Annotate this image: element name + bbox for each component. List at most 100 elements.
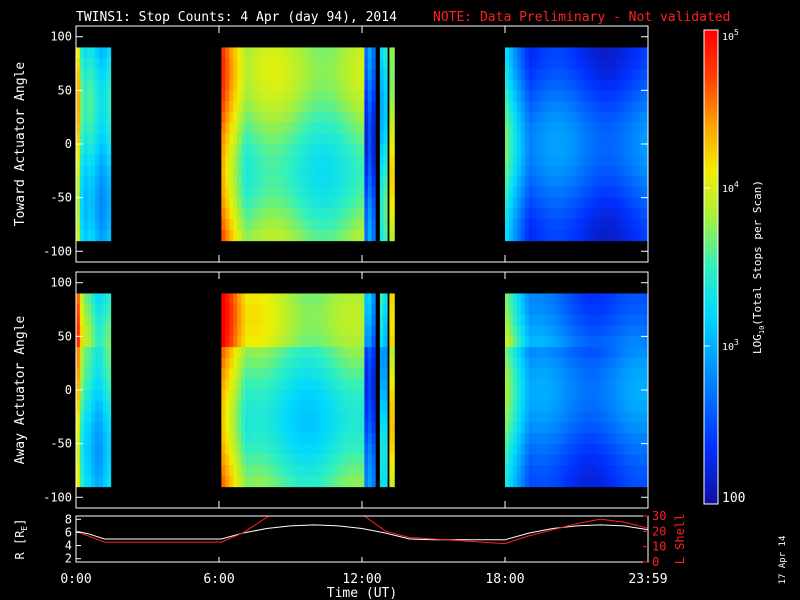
heatmap-cell	[580, 144, 586, 156]
heatmap-cell	[253, 79, 258, 91]
heatmap-cell	[352, 111, 358, 124]
heatmap-cell	[245, 79, 250, 91]
heatmap-cell	[300, 176, 306, 188]
heatmap-cell	[257, 90, 262, 102]
heatmap-cell	[572, 133, 578, 145]
heatmap-cell	[572, 144, 578, 156]
heatmap-cell	[249, 219, 254, 231]
heatmap-cell	[367, 197, 373, 209]
heatmap-cell	[102, 219, 108, 231]
heatmap-cell	[265, 475, 270, 488]
heatmap-cell	[320, 293, 326, 305]
heatmap-cell	[237, 368, 242, 380]
heatmap-cell	[560, 357, 566, 370]
heatmap-cell	[296, 368, 302, 380]
heatmap-cell	[612, 154, 617, 167]
heatmap-cell	[644, 229, 648, 242]
heatmap-cell	[532, 400, 538, 413]
heatmap-cell	[237, 101, 242, 113]
heatmap-cell	[596, 111, 601, 124]
heatmap-cell	[348, 197, 354, 209]
heatmap-cell	[102, 411, 108, 423]
heatmap-cell	[102, 379, 108, 391]
heatmap-cell	[102, 90, 108, 102]
heatmap-cell	[379, 208, 385, 220]
heatmap-cell	[640, 197, 645, 209]
heatmap-cell	[320, 122, 326, 134]
heatmap-cell	[280, 314, 286, 327]
heatmap-cell	[624, 475, 629, 488]
heatmap-cell	[356, 79, 362, 91]
heatmap-cell	[95, 133, 100, 145]
heatmap-cell	[296, 411, 302, 423]
heatmap-cell	[628, 186, 633, 199]
heatmap-cell	[221, 368, 226, 380]
heatmap-cell	[524, 165, 530, 177]
heatmap-cell	[516, 314, 522, 327]
heatmap-cell	[584, 58, 590, 70]
heatmap-cell	[544, 101, 550, 113]
heatmap-cell	[516, 165, 522, 177]
heatmap-cell	[632, 58, 637, 70]
heatmap-cell	[308, 304, 314, 316]
heatmap-cell	[383, 347, 388, 359]
heatmap-cell	[564, 379, 570, 391]
heatmap-cell	[604, 454, 609, 466]
heatmap-cell	[572, 465, 578, 477]
heatmap-cell	[640, 411, 645, 423]
heatmap-cell	[600, 219, 605, 231]
heatmap-cell	[548, 400, 554, 413]
heatmap-cell	[253, 454, 258, 466]
heatmap-cell	[584, 165, 590, 177]
heatmap-cell	[320, 379, 326, 391]
heatmap-cell	[348, 165, 354, 177]
heatmap-cell	[516, 368, 522, 380]
heatmap-cell	[608, 58, 613, 70]
heatmap-cell	[332, 432, 338, 445]
heatmap-cell	[87, 475, 92, 488]
heatmap-cell	[604, 368, 609, 380]
heatmap-cell	[229, 304, 234, 316]
heatmap-cell	[276, 368, 282, 380]
heatmap-cell	[269, 229, 274, 242]
heatmap-cell	[540, 347, 546, 359]
heatmap-cell	[233, 68, 238, 81]
heatmap-cell	[316, 368, 322, 380]
heatmap-cell	[237, 208, 242, 220]
heatmap-cell	[280, 390, 286, 402]
heatmap-cell	[265, 122, 270, 134]
heatmap-cell	[592, 336, 597, 348]
heatmap-cell	[512, 208, 518, 220]
heatmap-cell	[632, 154, 637, 167]
heatmap-cell	[568, 197, 574, 209]
heatmap-cell	[273, 390, 278, 402]
heatmap-cell	[273, 347, 278, 359]
heatmap-cell	[91, 68, 96, 81]
heatmap-cell	[261, 454, 266, 466]
heatmap-cell	[312, 58, 318, 70]
heatmap-cell	[336, 454, 342, 466]
heatmap-cell	[79, 475, 85, 488]
heatmap-cell	[284, 411, 290, 423]
heatmap-cell	[596, 133, 601, 145]
heatmap-cell	[261, 379, 266, 391]
heatmap-cell	[249, 293, 254, 305]
heatmap-cell	[221, 325, 226, 337]
heatmap-cell	[269, 165, 274, 177]
heatmap-cell	[320, 176, 326, 188]
heatmap-cell	[91, 454, 96, 466]
heatmap-cell	[360, 475, 365, 488]
heatmap-cell	[241, 368, 246, 380]
heatmap-cell	[612, 475, 617, 488]
heatmap-cell	[320, 219, 326, 231]
heatmap-cell	[344, 465, 350, 477]
heatmap-cell	[276, 390, 282, 402]
heatmap-cell	[608, 229, 613, 242]
heatmap-cell	[568, 454, 574, 466]
heatmap-cell	[600, 336, 605, 348]
heatmap-cell	[584, 79, 590, 91]
heatmap-cell	[296, 154, 302, 167]
heatmap-cell	[505, 90, 510, 102]
heatmap-cell	[379, 144, 385, 156]
heatmap-cell	[296, 304, 302, 316]
